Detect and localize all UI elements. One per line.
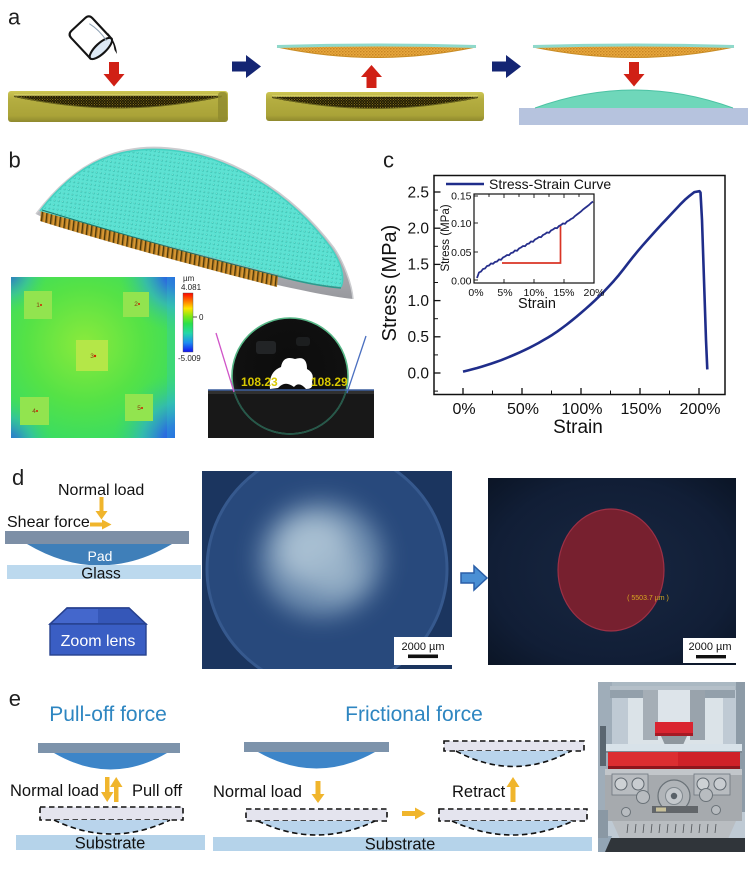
svg-text:0%: 0%: [452, 401, 475, 418]
svg-text:2000 µm: 2000 µm: [401, 641, 444, 653]
svg-text:Normal load: Normal load: [213, 783, 302, 801]
svg-text:Substrate: Substrate: [365, 836, 436, 854]
svg-text:1.5: 1.5: [407, 257, 429, 274]
svg-text:200%: 200%: [680, 401, 721, 418]
svg-text:50%: 50%: [507, 401, 539, 418]
svg-text:0.15: 0.15: [451, 191, 472, 203]
svg-text:0%: 0%: [468, 287, 483, 299]
svg-text:Strain: Strain: [553, 417, 603, 438]
svg-text:( 5503.7 µm ): ( 5503.7 µm ): [627, 595, 669, 602]
svg-text:100%: 100%: [562, 401, 603, 418]
svg-text:Pull off: Pull off: [132, 782, 183, 800]
svg-text:150%: 150%: [621, 401, 662, 418]
svg-text:Frictional force: Frictional force: [345, 703, 483, 726]
svg-text:Substrate: Substrate: [75, 835, 146, 853]
svg-text:15%: 15%: [553, 287, 574, 299]
svg-text:Normal load: Normal load: [58, 482, 144, 499]
svg-text:Normal load: Normal load: [10, 782, 99, 800]
svg-text:4: 4: [32, 408, 36, 415]
svg-text:Retract: Retract: [452, 783, 506, 801]
svg-text:108.23: 108.23: [241, 375, 278, 389]
svg-text:108.29: 108.29: [311, 375, 348, 389]
svg-text:0.05: 0.05: [451, 247, 472, 259]
svg-text:0.0: 0.0: [407, 366, 429, 383]
svg-text:3: 3: [90, 353, 94, 360]
svg-text:1: 1: [36, 302, 40, 309]
svg-text:2.0: 2.0: [407, 221, 429, 238]
svg-text:Pull-off force: Pull-off force: [49, 703, 167, 726]
svg-text:2000 µm: 2000 µm: [688, 641, 731, 653]
svg-text:0.00: 0.00: [451, 276, 472, 288]
svg-text:-5.009: -5.009: [178, 354, 201, 363]
svg-text:0: 0: [199, 313, 204, 322]
svg-text:Shear force: Shear force: [7, 514, 90, 531]
svg-text:5: 5: [137, 405, 141, 412]
svg-text:Glass: Glass: [81, 566, 121, 583]
svg-text:Stress (MPa): Stress (MPa): [379, 225, 401, 342]
svg-text:1.0: 1.0: [407, 293, 429, 310]
svg-text:5%: 5%: [497, 287, 512, 299]
svg-text:20%: 20%: [583, 287, 604, 299]
svg-text:Stress-Strain Curve: Stress-Strain Curve: [489, 176, 611, 192]
svg-text:2.5: 2.5: [407, 185, 429, 202]
svg-text:10%: 10%: [523, 287, 544, 299]
svg-text:4.081: 4.081: [181, 283, 202, 292]
svg-text:Zoom lens: Zoom lens: [61, 633, 136, 650]
svg-text:Strain: Strain: [518, 296, 556, 312]
svg-text:µm: µm: [183, 274, 195, 283]
svg-text:0.5: 0.5: [407, 329, 429, 346]
svg-text:2: 2: [134, 301, 138, 308]
svg-text:0.10: 0.10: [451, 218, 472, 230]
svg-text:Stress (MPa): Stress (MPa): [440, 204, 452, 271]
svg-text:Pad: Pad: [88, 548, 113, 564]
